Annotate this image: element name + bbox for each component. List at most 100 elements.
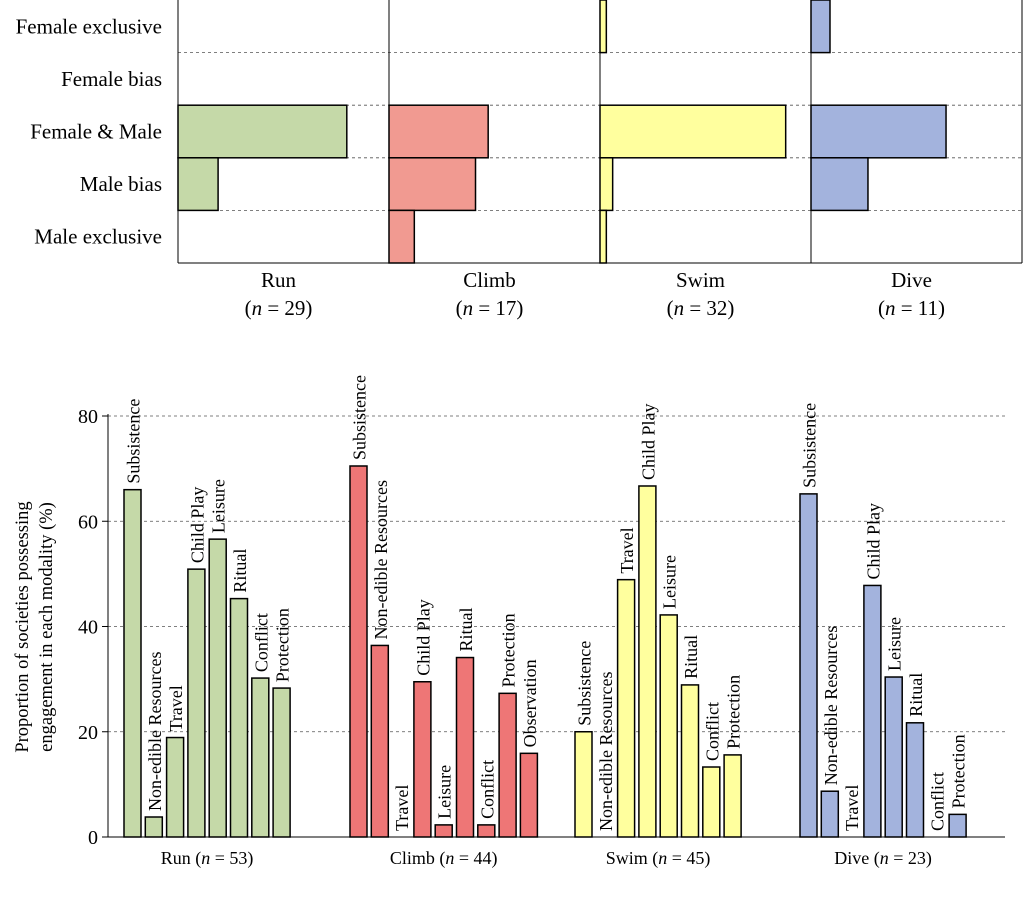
panel-n-climb: (n = 17) bbox=[456, 296, 524, 320]
bar-run-non-edible-resources bbox=[144, 816, 164, 838]
n-symbol: n bbox=[658, 848, 667, 868]
n-symbol: n bbox=[201, 848, 210, 868]
y-axis-title: engagement in each modality (%) bbox=[37, 502, 57, 752]
category-label-observation: Observation bbox=[520, 659, 540, 747]
category-label-conflict: Conflict bbox=[927, 772, 947, 831]
n-text: Dive ( bbox=[834, 848, 879, 869]
category-label-leisure: Leisure bbox=[885, 617, 905, 671]
bar-dive-male-bias bbox=[810, 157, 869, 212]
bar-dive-female-male bbox=[810, 104, 947, 159]
category-label-non-edible-resources: Non-edible Resources bbox=[145, 652, 165, 811]
y-tick-label: 0 bbox=[88, 827, 98, 849]
n-symbol: n bbox=[880, 848, 889, 868]
n-text: = 23) bbox=[889, 848, 932, 869]
bar-run-leisure bbox=[208, 538, 227, 838]
bottom-panel-society-proportion: 0 20 40 60 80 Proportion of societies possess… bbox=[13, 375, 1005, 869]
n-text: = 44) bbox=[454, 848, 497, 869]
n-text: = 17) bbox=[473, 296, 523, 320]
panel-label-dive: Dive bbox=[891, 268, 932, 292]
bar-climb-observation bbox=[519, 752, 539, 838]
n-text: = 32) bbox=[684, 296, 734, 320]
bar-swim-conflict bbox=[702, 766, 721, 838]
bar-climb-child-play bbox=[413, 681, 432, 838]
bar-climb-non-edible-resources bbox=[370, 644, 390, 838]
category-label-protection: Protection bbox=[273, 608, 293, 682]
bar-climb-subsistence bbox=[349, 465, 368, 838]
group-label-dive: Dive (n = 23) bbox=[834, 848, 932, 869]
bar-swim-leisure bbox=[659, 614, 678, 838]
bar-swim-male-bias bbox=[599, 157, 614, 212]
n-text: Climb ( bbox=[390, 848, 446, 869]
bar-run-female-male bbox=[177, 104, 348, 159]
bar-dive-ritual bbox=[905, 722, 925, 838]
panel-n-run: (n = 29) bbox=[245, 296, 313, 320]
n-text: Run ( bbox=[161, 848, 202, 869]
category-label-subsistence: Subsistence bbox=[800, 403, 820, 488]
y-tick-label: 40 bbox=[78, 617, 98, 639]
category-label-non-edible-resources: Non-edible Resources bbox=[371, 480, 391, 639]
row-label-female-exclusive: Female exclusive bbox=[16, 14, 162, 38]
category-label-child-play: Child Play bbox=[413, 599, 433, 676]
bar-swim-travel bbox=[616, 578, 636, 838]
bar-run-ritual bbox=[229, 597, 249, 838]
bar-swim-female-exclusive bbox=[599, 0, 608, 54]
category-label-leisure: Leisure bbox=[660, 555, 680, 609]
category-label-protection: Protection bbox=[949, 734, 969, 808]
row-label-male-exclusive: Male exclusive bbox=[34, 225, 162, 249]
bar-dive-protection bbox=[948, 813, 967, 838]
category-label-travel: Travel bbox=[842, 785, 862, 831]
group-label-run: Run (n = 53) bbox=[161, 848, 254, 869]
bar-swim-female-male bbox=[599, 104, 787, 159]
category-label-non-edible-resources: Non-edible Resources bbox=[821, 626, 841, 785]
category-label-child-play: Child Play bbox=[187, 487, 207, 564]
category-label-travel: Travel bbox=[392, 785, 412, 831]
category-label-child-play: Child Play bbox=[638, 403, 658, 480]
top-panel-sex-engagement: Female exclusive Female bias Female & Male… bbox=[16, 0, 1023, 320]
bar-climb-leisure bbox=[434, 824, 453, 838]
category-label-leisure: Leisure bbox=[435, 765, 455, 819]
category-label-conflict: Conflict bbox=[477, 760, 497, 819]
n-text: ( bbox=[878, 296, 885, 320]
bar-climb-ritual bbox=[455, 656, 475, 838]
bar-dive-female-exclusive bbox=[810, 0, 831, 54]
panel-label-swim: Swim bbox=[676, 268, 725, 292]
bar-run-protection bbox=[272, 687, 291, 838]
y-axis-title: Proportion of societies possessing bbox=[13, 501, 33, 752]
row-label-female-bias: Female bias bbox=[61, 67, 162, 91]
category-label-ritual: Ritual bbox=[681, 635, 701, 679]
category-label-protection: Protection bbox=[724, 675, 744, 749]
n-symbol: n bbox=[674, 296, 685, 320]
category-label-conflict: Conflict bbox=[251, 613, 271, 672]
category-label-ritual: Ritual bbox=[230, 549, 250, 593]
n-text: ( bbox=[245, 296, 252, 320]
n-symbol: n bbox=[463, 296, 474, 320]
y-tick-label: 20 bbox=[78, 722, 98, 744]
bar-dive-non-edible-resources bbox=[820, 790, 840, 838]
panel-n-dive: (n = 11) bbox=[878, 296, 945, 320]
n-symbol: n bbox=[445, 848, 454, 868]
bar-run-conflict bbox=[251, 677, 270, 838]
category-label-protection: Protection bbox=[499, 613, 519, 687]
bar-swim-child-play bbox=[638, 485, 657, 838]
bar-climb-protection bbox=[498, 692, 517, 838]
n-text: Swim ( bbox=[606, 848, 659, 869]
category-label-travel: Travel bbox=[166, 685, 186, 731]
bar-run-male-bias bbox=[177, 157, 219, 212]
n-text: = 29) bbox=[262, 296, 312, 320]
panel-label-climb: Climb bbox=[463, 268, 516, 292]
bar-climb-conflict bbox=[477, 824, 496, 838]
category-label-ritual: Ritual bbox=[906, 673, 926, 717]
category-label-subsistence: Subsistence bbox=[124, 399, 144, 484]
category-label-subsistence: Subsistence bbox=[350, 375, 370, 460]
bar-run-child-play bbox=[187, 568, 206, 838]
category-label-travel: Travel bbox=[617, 527, 637, 573]
row-label-male-bias: Male bias bbox=[80, 172, 162, 196]
n-text: = 53) bbox=[210, 848, 253, 869]
n-text: ( bbox=[456, 296, 463, 320]
bar-climb-male-exclusive bbox=[388, 209, 416, 264]
bar-swim-male-exclusive bbox=[599, 209, 608, 264]
y-tick-label: 60 bbox=[78, 511, 98, 533]
category-label-conflict: Conflict bbox=[702, 702, 722, 761]
bar-dive-subsistence bbox=[799, 493, 818, 838]
